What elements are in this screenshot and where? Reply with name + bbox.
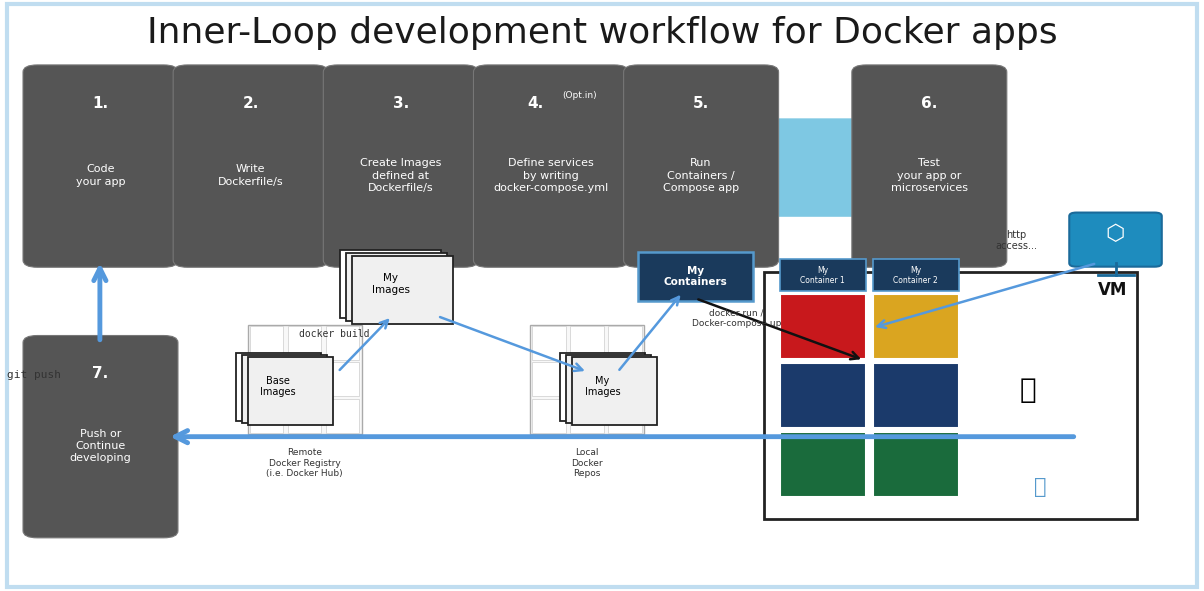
Text: 🐧: 🐧 xyxy=(1020,376,1037,404)
Bar xyxy=(326,362,359,397)
Bar xyxy=(326,399,359,433)
Bar xyxy=(873,259,958,291)
FancyBboxPatch shape xyxy=(1069,213,1162,267)
Text: git push: git push xyxy=(7,370,61,380)
Bar xyxy=(288,326,321,360)
FancyBboxPatch shape xyxy=(248,358,334,426)
Bar xyxy=(608,399,642,433)
Text: Push or
Continue
developing: Push or Continue developing xyxy=(70,428,131,463)
Bar xyxy=(765,272,1137,519)
FancyBboxPatch shape xyxy=(852,65,1007,267)
FancyBboxPatch shape xyxy=(242,355,327,423)
FancyBboxPatch shape xyxy=(23,65,178,267)
Text: Define services
by writing
docker-compose.yml: Define services by writing docker-compos… xyxy=(494,158,608,193)
Bar xyxy=(608,326,642,360)
FancyBboxPatch shape xyxy=(352,255,453,324)
Bar xyxy=(780,294,866,359)
Text: ⬡: ⬡ xyxy=(1105,224,1126,243)
Text: 1.: 1. xyxy=(93,96,108,111)
Text: 🐳: 🐳 xyxy=(1034,477,1046,496)
Text: Inner-Loop development workflow for Docker apps: Inner-Loop development workflow for Dock… xyxy=(147,16,1057,50)
Bar xyxy=(248,325,361,434)
Bar xyxy=(780,431,866,496)
Bar xyxy=(571,326,603,360)
FancyArrow shape xyxy=(35,97,990,238)
Text: My
Images: My Images xyxy=(372,273,409,294)
Bar xyxy=(288,399,321,433)
Text: Code
your app: Code your app xyxy=(76,164,125,187)
Text: docker build: docker build xyxy=(300,329,370,339)
Text: VM: VM xyxy=(1098,281,1127,299)
Bar xyxy=(250,362,283,397)
Bar xyxy=(873,363,958,428)
Bar xyxy=(571,399,603,433)
Text: Test
your app or
microservices: Test your app or microservices xyxy=(891,158,968,193)
Text: docker run /
Docker-compose up: docker run / Docker-compose up xyxy=(692,309,781,328)
Bar xyxy=(532,362,566,397)
Text: Base
Images: Base Images xyxy=(260,376,296,398)
Bar xyxy=(780,259,866,291)
Text: (Opt.in): (Opt.in) xyxy=(562,91,597,100)
FancyBboxPatch shape xyxy=(566,355,651,423)
Text: My
Containers: My Containers xyxy=(663,265,727,287)
FancyBboxPatch shape xyxy=(638,252,754,301)
Text: http
access...: http access... xyxy=(996,230,1038,251)
Bar xyxy=(532,326,566,360)
Bar xyxy=(780,363,866,428)
Text: Local
Docker
Repos: Local Docker Repos xyxy=(571,449,603,478)
FancyBboxPatch shape xyxy=(341,249,441,318)
Bar xyxy=(530,325,644,434)
Text: 6.: 6. xyxy=(921,96,938,111)
Text: Create Images
defined at
Dockerfile/s: Create Images defined at Dockerfile/s xyxy=(360,158,442,193)
Text: Write
Dockerfile/s: Write Dockerfile/s xyxy=(218,164,283,187)
Text: My
Container 1: My Container 1 xyxy=(801,265,845,285)
Bar xyxy=(326,326,359,360)
FancyBboxPatch shape xyxy=(473,65,628,267)
Text: 5.: 5. xyxy=(694,96,709,111)
Bar xyxy=(873,294,958,359)
Text: My
Images: My Images xyxy=(585,376,620,398)
FancyBboxPatch shape xyxy=(236,353,321,421)
Text: 4.: 4. xyxy=(527,96,544,111)
FancyBboxPatch shape xyxy=(324,65,478,267)
Bar xyxy=(288,362,321,397)
Text: Run
Containers /
Compose app: Run Containers / Compose app xyxy=(663,158,739,193)
FancyBboxPatch shape xyxy=(560,353,645,421)
FancyBboxPatch shape xyxy=(23,336,178,538)
Bar xyxy=(250,399,283,433)
FancyBboxPatch shape xyxy=(624,65,779,267)
Bar xyxy=(532,399,566,433)
Text: My
Container 2: My Container 2 xyxy=(893,265,938,285)
Text: Remote
Docker Registry
(i.e. Docker Hub): Remote Docker Registry (i.e. Docker Hub) xyxy=(266,449,343,478)
Text: 3.: 3. xyxy=(393,96,409,111)
FancyBboxPatch shape xyxy=(572,358,657,426)
Bar xyxy=(873,431,958,496)
Bar xyxy=(571,362,603,397)
Text: 7.: 7. xyxy=(93,366,108,381)
Bar xyxy=(608,362,642,397)
Text: 2.: 2. xyxy=(242,96,259,111)
FancyBboxPatch shape xyxy=(173,65,329,267)
Bar xyxy=(250,326,283,360)
FancyBboxPatch shape xyxy=(346,252,447,321)
